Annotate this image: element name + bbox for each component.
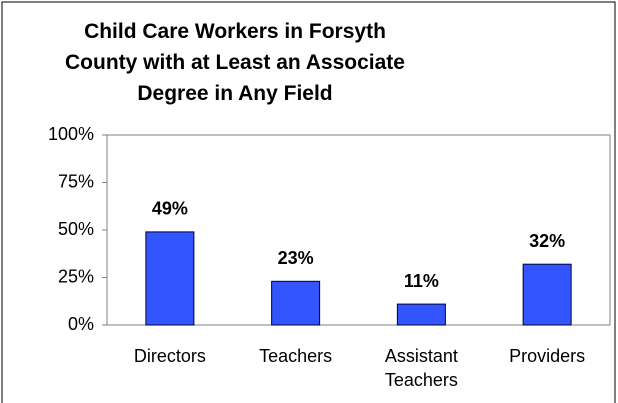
value-label: 32% bbox=[529, 231, 565, 251]
bar bbox=[271, 280, 321, 326]
y-tick-label: 50% bbox=[58, 219, 94, 239]
chart-title: Child Care Workers in Forsyth County wit… bbox=[65, 20, 405, 105]
x-tick-label: Teachers bbox=[259, 346, 333, 366]
value-label: 11% bbox=[404, 271, 439, 291]
value-label: 49% bbox=[152, 199, 188, 219]
y-tick-label: 100% bbox=[48, 124, 94, 144]
value-label: 23% bbox=[278, 248, 314, 268]
bar bbox=[145, 231, 195, 326]
x-tick-label: Assistant Teachers bbox=[384, 346, 458, 390]
y-tick-label: 25% bbox=[58, 266, 94, 286]
bar bbox=[522, 263, 572, 326]
bar bbox=[396, 303, 446, 326]
x-tick-label: Directors bbox=[133, 346, 206, 366]
x-tick-label: Providers bbox=[509, 346, 586, 366]
y-tick-label: 0% bbox=[68, 314, 94, 334]
y-tick-label: 75% bbox=[58, 171, 94, 191]
